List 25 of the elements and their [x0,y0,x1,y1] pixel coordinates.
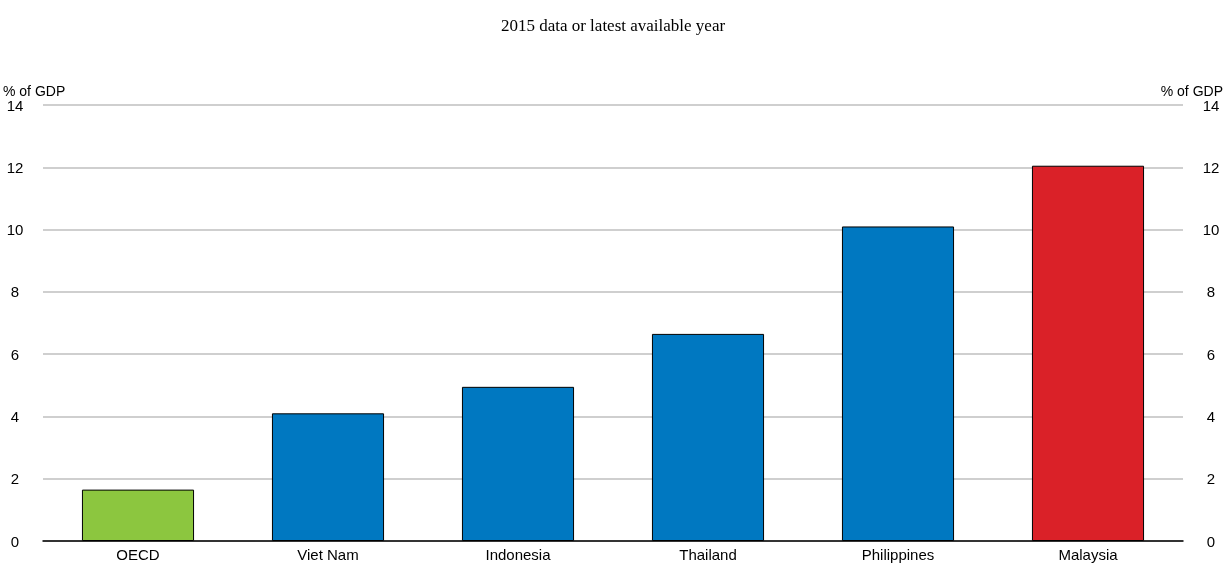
y-tick-label: 12 [6,158,24,176]
y2-tick-label: 4 [1206,407,1216,425]
y-tick-label: 8 [10,283,20,301]
y-tick-label: 14 [6,96,24,114]
x-tick-label: Philippines [861,546,935,563]
y2-tick-label: 6 [1206,345,1216,363]
x-tick-label: Indonesia [485,546,552,563]
chart-title: 2015 data or latest available year [500,16,726,35]
y2-tick-label: 10 [1202,221,1220,239]
y-tick-label: 4 [10,407,20,425]
y2-axis-title: % of GDP [1160,82,1223,99]
y-axis-title: % of GDP [3,82,66,99]
y2-tick-label: 8 [1206,283,1216,301]
y-tick-label: 0 [10,532,20,550]
y-tick-label: 2 [10,470,20,488]
y2-tick-label: 12 [1202,158,1220,176]
y-tick-label: 10 [6,221,24,239]
x-tick-label: OECD [116,546,160,563]
y2-tick-label: 2 [1206,470,1216,488]
y2-tick-label: 14 [1202,96,1220,114]
y2-tick-label: 0 [1206,532,1216,550]
x-tick-label: Viet Nam [297,546,359,563]
y-tick-label: 6 [10,345,20,363]
x-tick-label: Malaysia [1058,546,1119,563]
x-tick-label: Thailand [679,546,737,563]
